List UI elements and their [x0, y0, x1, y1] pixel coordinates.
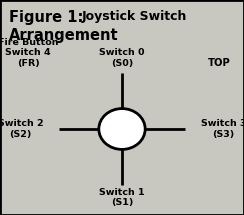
- Text: Switch 0
(S0): Switch 0 (S0): [99, 48, 145, 68]
- Text: Joystick Switch: Joystick Switch: [82, 10, 187, 23]
- Text: Switch 2
(S2): Switch 2 (S2): [0, 119, 43, 139]
- Text: Arrangement: Arrangement: [9, 28, 118, 43]
- Text: Switch 1
(S1): Switch 1 (S1): [99, 188, 145, 207]
- Text: Fire Button
Switch 4
(FR): Fire Button Switch 4 (FR): [0, 38, 58, 68]
- Text: Figure 1:: Figure 1:: [9, 10, 83, 25]
- Text: Switch 3
(S3): Switch 3 (S3): [201, 119, 244, 139]
- Text: TOP: TOP: [208, 58, 231, 68]
- Circle shape: [99, 109, 145, 149]
